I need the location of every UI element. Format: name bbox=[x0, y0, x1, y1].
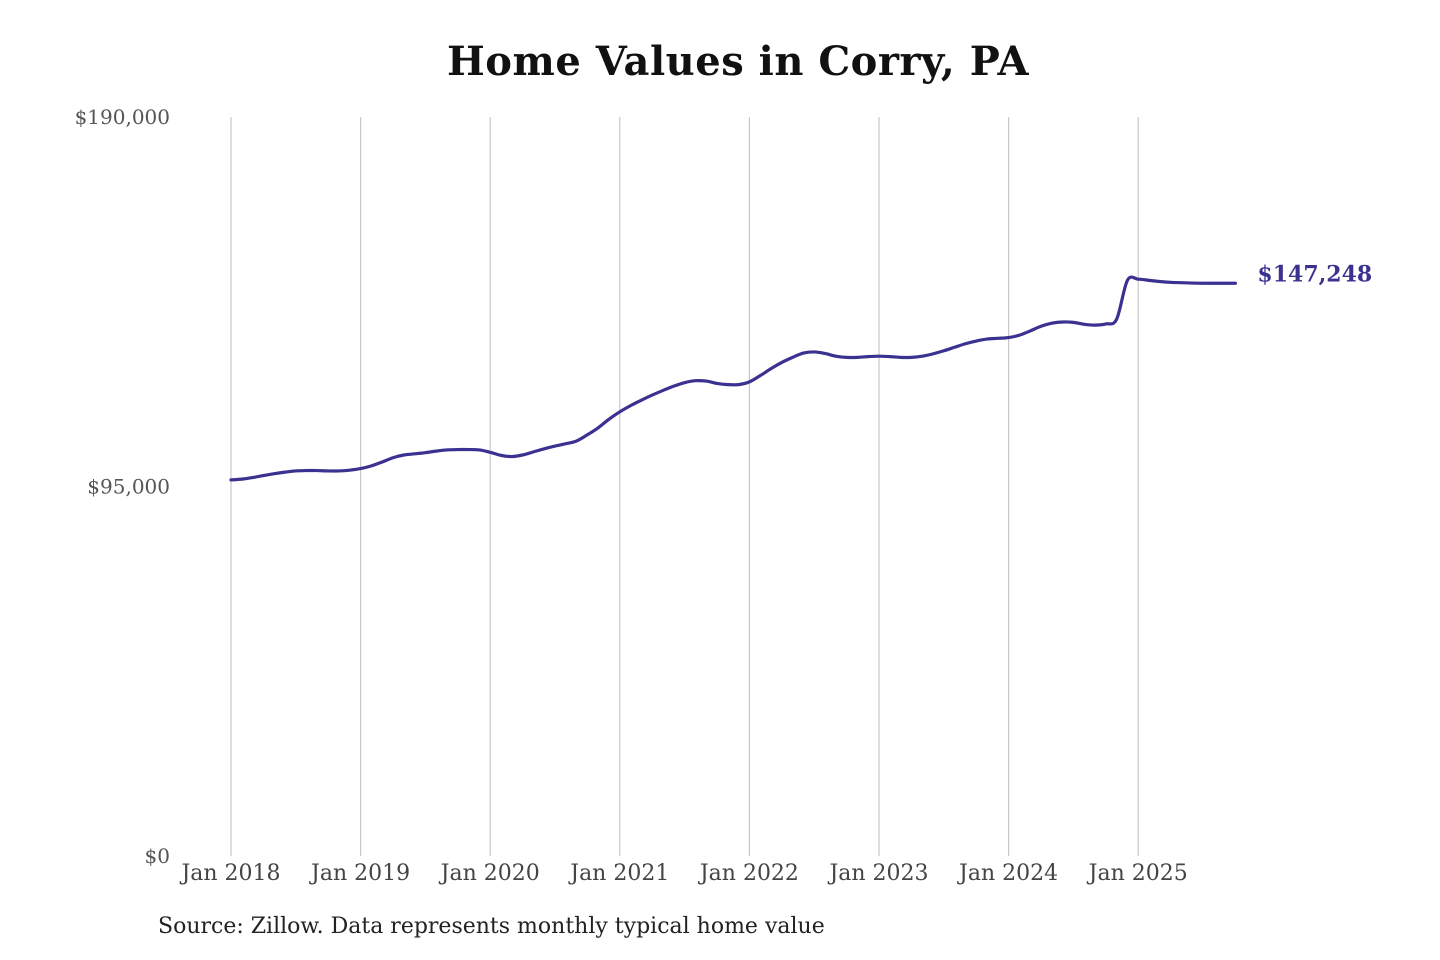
x-tick-label: Jan 2019 bbox=[309, 861, 410, 886]
x-tick-label: Jan 2025 bbox=[1087, 861, 1188, 886]
x-tick-label: Jan 2021 bbox=[568, 861, 669, 886]
x-tick-label: Jan 2018 bbox=[179, 861, 280, 886]
chart-title: Home Values in Corry, PA bbox=[447, 38, 1029, 85]
end-label-layer: $147,248 bbox=[1257, 261, 1372, 287]
y-tick-label: $0 bbox=[145, 844, 170, 868]
y-tick-label: $190,000 bbox=[75, 105, 170, 129]
x-tick-label: Jan 2020 bbox=[439, 861, 540, 886]
chart-source-note: Source: Zillow. Data represents monthly … bbox=[158, 914, 825, 939]
x-tick-label: Jan 2024 bbox=[957, 861, 1058, 886]
end-value-label: $147,248 bbox=[1257, 261, 1372, 287]
gridlines bbox=[230, 117, 1139, 856]
series-layer bbox=[229, 275, 1237, 482]
series-line bbox=[229, 275, 1237, 482]
x-axis-ticks: Jan 2018 Jan 2019 Jan 2020 Jan 2021 Jan 2022… bbox=[179, 861, 1187, 886]
y-axis-ticks: $190,000 $95,000 $0 bbox=[75, 105, 170, 868]
x-tick-label: Jan 2023 bbox=[827, 861, 928, 886]
x-tick-label: Jan 2022 bbox=[698, 861, 799, 886]
line-chart: $190,000$95,000$0 Jan 2018 Jan 2019 Jan 20… bbox=[75, 105, 1373, 886]
y-tick-label: $95,000 bbox=[87, 475, 170, 499]
